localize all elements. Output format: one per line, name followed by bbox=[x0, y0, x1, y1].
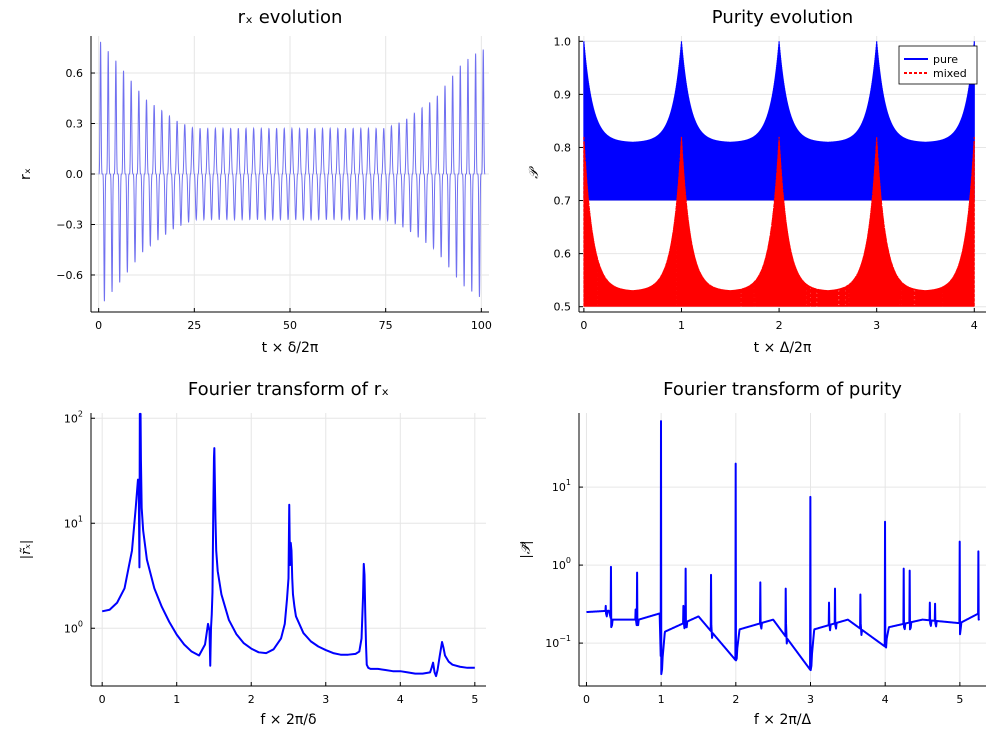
x-tick-label: 75 bbox=[379, 319, 393, 332]
x-tick-label: 5 bbox=[956, 693, 963, 706]
x-tick-label: 4 bbox=[397, 693, 404, 706]
x-tick-label: 0 bbox=[99, 693, 106, 706]
y-tick-label: 102 bbox=[64, 409, 83, 425]
x-axis-label: f × 2π/δ bbox=[260, 712, 316, 728]
y-tick-label: 10−1 bbox=[545, 634, 571, 650]
x-tick-label: 4 bbox=[882, 693, 889, 706]
y-tick-label: 101 bbox=[552, 478, 571, 494]
y-tick-label: −0.6 bbox=[56, 269, 83, 282]
x-tick-label: 3 bbox=[807, 693, 814, 706]
panel-rx-evolution: 0 25 50 75 100 −0.6 −0.3 0.0 0.3 0.6 rₓ evolution t… bbox=[18, 7, 492, 356]
y-tick-base: 10 bbox=[64, 412, 78, 425]
y-tick-label: 0.6 bbox=[66, 67, 84, 80]
chart-title: Fourier transform of rₓ bbox=[188, 379, 389, 400]
x-tick-label: 1 bbox=[658, 693, 665, 706]
y-tick-label: 0.3 bbox=[66, 118, 84, 131]
y-tick-exponent: 2 bbox=[78, 409, 83, 418]
x-tick-label: 2 bbox=[732, 693, 739, 706]
x-tick-label: 1 bbox=[678, 319, 685, 332]
legend-box bbox=[898, 45, 978, 85]
series-line-fourier-rx bbox=[101, 412, 475, 678]
chart-title: Fourier transform of purity bbox=[663, 379, 902, 400]
x-tick-label: 2 bbox=[776, 319, 783, 332]
y-tick-exponent: 1 bbox=[566, 478, 571, 487]
x-axis-label: f × 2π/Δ bbox=[754, 712, 812, 728]
y-tick-label: 0.0 bbox=[66, 168, 84, 181]
x-tick-label: 5 bbox=[471, 693, 478, 706]
series-line-mixed bbox=[583, 136, 975, 307]
series-line-fourier-purity bbox=[585, 420, 981, 676]
y-axis-label: rₓ bbox=[18, 168, 34, 180]
x-tick-label: 3 bbox=[322, 693, 329, 706]
y-tick-exponent: 0 bbox=[78, 619, 83, 628]
y-tick-base: 10 bbox=[64, 622, 78, 635]
y-axis-label: |r̃ₓ| bbox=[19, 540, 34, 560]
y-tick-label: −0.3 bbox=[56, 218, 83, 231]
x-tick-label: 50 bbox=[283, 319, 297, 332]
x-tick-label: 0 bbox=[583, 693, 590, 706]
y-tick-exponent: 0 bbox=[566, 556, 571, 565]
y-tick-base: 10 bbox=[64, 517, 78, 530]
y-tick-label: 100 bbox=[552, 556, 571, 572]
y-tick-base: 10 bbox=[552, 559, 566, 572]
y-tick-label: 0.9 bbox=[554, 88, 572, 101]
x-tick-label: 0 bbox=[580, 319, 587, 332]
y-tick-exponent: −1 bbox=[559, 634, 571, 643]
x-axis-label: t × Δ/2π bbox=[754, 340, 812, 356]
y-tick-exponent: 1 bbox=[78, 514, 83, 523]
y-axis-label: 𝒫 bbox=[527, 166, 542, 179]
y-tick-base: 10 bbox=[545, 637, 559, 650]
legend-label-mixed: mixed bbox=[933, 67, 967, 80]
y-tick-label: 0.7 bbox=[554, 195, 572, 208]
x-tick-label: 1 bbox=[173, 693, 180, 706]
y-tick-label: 100 bbox=[64, 619, 83, 635]
series-line-rx bbox=[98, 41, 486, 302]
legend-label-pure: pure bbox=[933, 53, 958, 66]
y-axis-label: |𝒫̃| bbox=[519, 540, 534, 558]
x-tick-label: 3 bbox=[873, 319, 880, 332]
chart-title: rₓ evolution bbox=[238, 7, 343, 28]
x-axis-label: t × δ/2π bbox=[262, 340, 319, 356]
x-tick-label: 4 bbox=[971, 319, 978, 332]
series-line-pure bbox=[583, 41, 975, 201]
y-tick-label: 0.6 bbox=[554, 248, 572, 261]
y-tick-base: 10 bbox=[552, 481, 566, 494]
x-tick-label: 25 bbox=[187, 319, 201, 332]
x-tick-label: 100 bbox=[471, 319, 492, 332]
panel-purity-evolution: 0 1 2 3 4 0.5 0.6 0.7 0.8 0.9 1.0 Purity evolution t… bbox=[527, 7, 986, 356]
y-tick-label: 0.8 bbox=[554, 141, 572, 154]
chart-title: Purity evolution bbox=[712, 7, 853, 28]
x-tick-label: 0 bbox=[95, 319, 102, 332]
y-tick-label: 101 bbox=[64, 514, 83, 530]
y-tick-label: 1.0 bbox=[554, 35, 572, 48]
x-tick-label: 2 bbox=[248, 693, 255, 706]
y-tick-label: 0.5 bbox=[554, 301, 572, 314]
